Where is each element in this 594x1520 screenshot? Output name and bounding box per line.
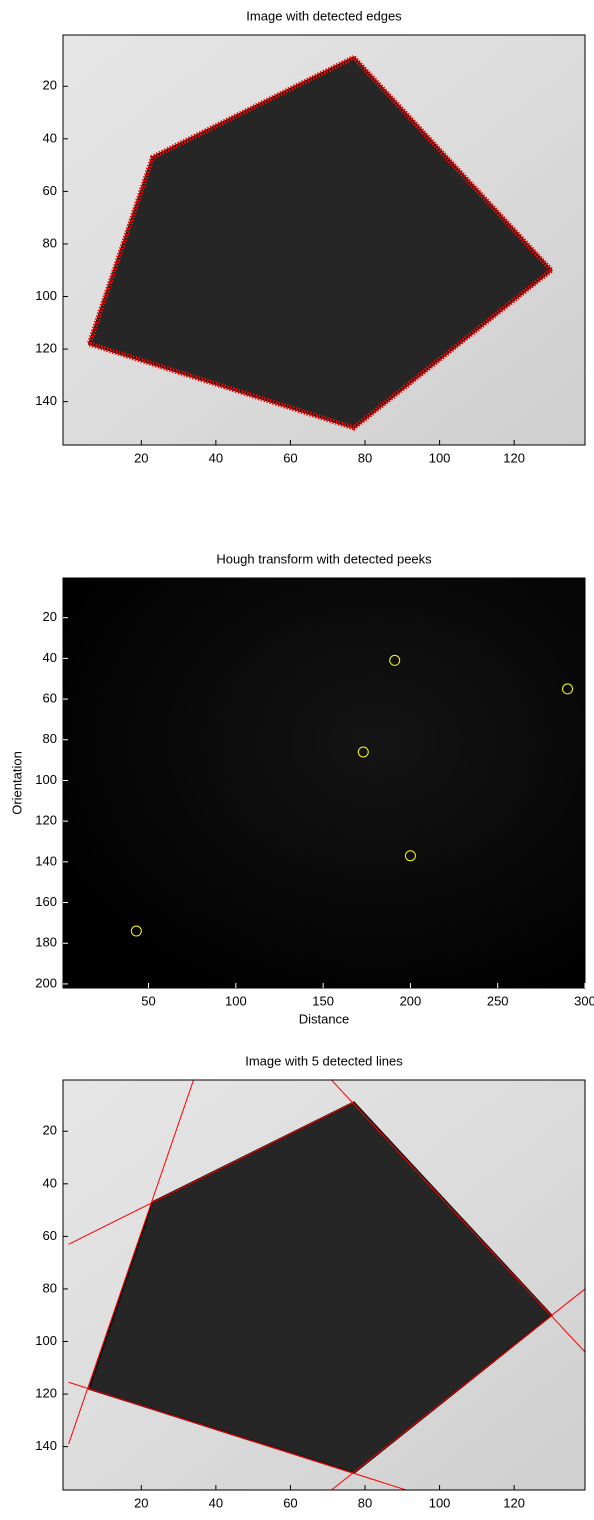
subplot-title: Image with 5 detected lines bbox=[245, 1053, 403, 1068]
x-tick-label: 20 bbox=[134, 1495, 148, 1510]
subplot: 50 100 150 200 250 300 20 40 60 80 100 120 140 160 180… bbox=[9, 551, 594, 1026]
x-tick-label: 50 bbox=[141, 993, 155, 1008]
subplot-title: Image with detected edges bbox=[246, 8, 402, 23]
y-tick-label: 140 bbox=[35, 393, 57, 408]
x-tick-label: 40 bbox=[209, 450, 223, 465]
x-tick-label: 300 bbox=[574, 993, 594, 1008]
detected-line bbox=[68, 1080, 194, 1445]
peak-marker bbox=[130, 925, 142, 937]
detected-line bbox=[331, 1288, 585, 1490]
y-tick-label: 100 bbox=[35, 288, 57, 303]
y-tick-label: 80 bbox=[43, 1280, 57, 1295]
plot-area bbox=[63, 1080, 585, 1490]
x-tick-label: 150 bbox=[312, 993, 334, 1008]
y-tick-label: 40 bbox=[43, 1175, 57, 1190]
x-tick-label: 80 bbox=[358, 1495, 372, 1510]
y-tick-label: 20 bbox=[43, 609, 57, 624]
axes-box bbox=[62, 1079, 586, 1491]
detected-line bbox=[68, 1101, 355, 1245]
peak-marker bbox=[562, 683, 574, 695]
detected-line bbox=[68, 1381, 407, 1490]
plot-area bbox=[63, 35, 585, 445]
y-tick-label: 120 bbox=[35, 1386, 57, 1401]
hough-image bbox=[63, 578, 585, 988]
y-tick-label: 200 bbox=[35, 975, 57, 990]
subplot: 20 40 60 80 100 120 20 40 60 80 100 120 140 Image wit… bbox=[35, 8, 586, 465]
y-tick-label: 140 bbox=[35, 1438, 57, 1453]
plot-area bbox=[63, 578, 585, 988]
y-tick-label: 60 bbox=[43, 691, 57, 706]
peak-marker bbox=[357, 746, 369, 758]
x-tick-label: 100 bbox=[429, 450, 451, 465]
y-tick-label: 40 bbox=[43, 650, 57, 665]
y-tick-label: 20 bbox=[43, 78, 57, 93]
axes-box bbox=[62, 577, 586, 989]
y-tick-label: 140 bbox=[35, 853, 57, 868]
x-tick-label: 120 bbox=[503, 450, 525, 465]
axes-box bbox=[62, 34, 586, 446]
x-axis-label: Distance bbox=[299, 1011, 350, 1026]
x-tick-label: 100 bbox=[429, 1495, 451, 1510]
edge-points bbox=[85, 55, 556, 431]
x-tick-label: 250 bbox=[487, 993, 509, 1008]
peak-marker bbox=[404, 850, 416, 862]
y-tick-label: 20 bbox=[43, 1123, 57, 1138]
x-tick-label: 40 bbox=[209, 1495, 223, 1510]
y-tick-label: 180 bbox=[35, 935, 57, 950]
x-tick-label: 20 bbox=[134, 450, 148, 465]
y-tick-label: 60 bbox=[43, 183, 57, 198]
y-tick-label: 40 bbox=[43, 130, 57, 145]
detected-line bbox=[331, 1080, 585, 1353]
y-tick-label: 100 bbox=[35, 1333, 57, 1348]
x-tick-label: 100 bbox=[225, 993, 247, 1008]
subplot-title: Hough transform with detected peeks bbox=[216, 551, 432, 566]
peak-marker bbox=[389, 654, 401, 666]
y-axis-label: Orientation bbox=[9, 751, 24, 815]
y-tick-label: 80 bbox=[43, 235, 57, 250]
y-tick-label: 160 bbox=[35, 894, 57, 909]
y-tick-label: 60 bbox=[43, 1228, 57, 1243]
x-tick-label: 60 bbox=[283, 1495, 297, 1510]
x-tick-label: 80 bbox=[358, 450, 372, 465]
x-tick-label: 60 bbox=[283, 450, 297, 465]
x-tick-label: 120 bbox=[503, 1495, 525, 1510]
y-tick-label: 100 bbox=[35, 772, 57, 787]
subplot: 20 40 60 80 100 120 20 40 60 80 100 120 140 Image wit… bbox=[35, 1053, 586, 1510]
y-tick-label: 80 bbox=[43, 731, 57, 746]
y-tick-label: 120 bbox=[35, 813, 57, 828]
y-tick-label: 120 bbox=[35, 341, 57, 356]
x-tick-label: 200 bbox=[400, 993, 422, 1008]
